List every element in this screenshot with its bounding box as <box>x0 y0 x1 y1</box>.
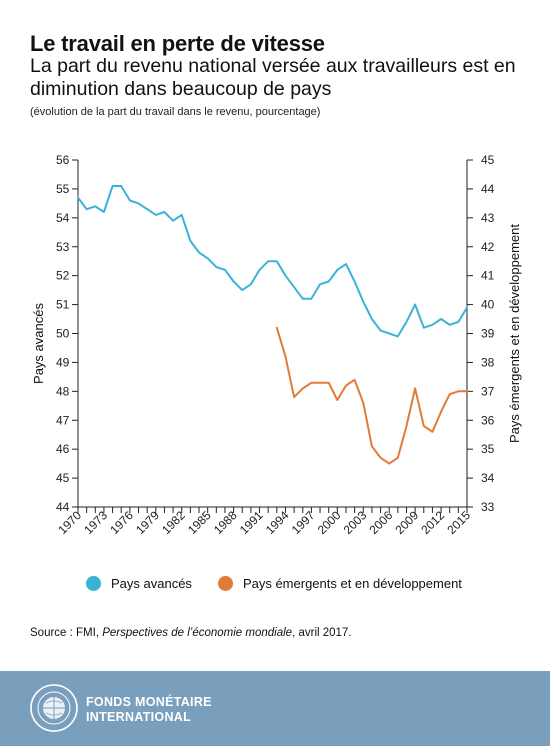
chart-title: Le travail en perte de vitesse <box>30 31 325 56</box>
left-axis-tick-label: 50 <box>56 327 70 341</box>
org-name-line1: FONDS MONÉTAIRE <box>86 695 212 709</box>
line-chart: 44 45 46 47 48 49 50 51 52 53 54 55 56 33 34 35 36 37 38 39… <box>31 153 522 537</box>
x-axis-tick-label: 2006 <box>367 508 396 537</box>
chart-note: (évolution de la part du travail dans le… <box>30 106 321 118</box>
left-axis-tick-label: 54 <box>56 211 70 225</box>
x-axis-tick-label: 1994 <box>263 508 292 537</box>
right-axis-tick-label: 45 <box>481 153 495 167</box>
footer-banner: FONDS MONÉTAIRE INTERNATIONAL <box>0 671 550 746</box>
x-axis-tick-label: 1988 <box>211 508 240 537</box>
right-axis-tick-label: 37 <box>481 384 495 398</box>
series-line-emerging <box>275 326 468 465</box>
legend-item-emerging: Pays émergents et en développement <box>217 576 462 591</box>
org-name-line2: INTERNATIONAL <box>86 710 192 724</box>
right-axis-tick-label: 38 <box>481 355 495 369</box>
chart-legend: Pays avancés Pays émergents et en dévelo… <box>86 576 488 591</box>
x-axis-tick-label: 1979 <box>133 508 162 537</box>
right-axis-tick-label: 33 <box>481 500 495 514</box>
right-axis-tick-label: 44 <box>481 182 495 196</box>
right-axis-tick-label: 35 <box>481 442 495 456</box>
x-axis-tick-label: 2000 <box>315 508 344 537</box>
left-axis-tick-label: 49 <box>56 355 70 369</box>
legend-item-advanced: Pays avancés <box>86 576 192 591</box>
left-axis-tick-label: 55 <box>56 182 70 196</box>
org-name: FONDS MONÉTAIRE INTERNATIONAL <box>86 695 212 725</box>
left-axis-tick-label: 48 <box>56 384 70 398</box>
x-axis-tick-label: 1973 <box>81 508 110 537</box>
right-axis-tick-label: 34 <box>481 471 495 485</box>
x-axis-tick-label: 2012 <box>418 508 447 537</box>
left-axis-tick-label: 51 <box>56 298 70 312</box>
x-axis-tick-label: 2003 <box>341 508 370 537</box>
left-axis-tick-label: 52 <box>56 269 70 283</box>
legend-swatch-advanced <box>86 576 101 591</box>
source-suffix: , avril 2017. <box>292 627 352 639</box>
legend-label-advanced: Pays avancés <box>111 576 192 591</box>
left-axis-tick-label: 46 <box>56 442 70 456</box>
right-axis-tick-label: 36 <box>481 413 495 427</box>
right-axis-tick-label: 43 <box>481 211 495 225</box>
x-axis-tick-label: 2009 <box>392 508 421 537</box>
x-axis-tick-label: 1976 <box>107 508 136 537</box>
right-axis-tick-label: 42 <box>481 240 495 254</box>
source-note: Source : FMI, Perspectives de l’économie… <box>30 627 352 639</box>
x-axis-tick-label: 1991 <box>237 508 266 537</box>
right-axis-tick-label: 40 <box>481 298 495 312</box>
left-axis-tick-label: 47 <box>56 413 70 427</box>
left-axis-tick-label: 56 <box>56 153 70 167</box>
left-axis-tick-label: 44 <box>56 500 70 514</box>
imf-seal-logo <box>30 684 78 732</box>
source-publication: Perspectives de l’économie mondiale <box>102 627 293 639</box>
chart-subtitle: La part du revenu national versée aux tr… <box>30 55 516 100</box>
left-axis-title: Pays avancés <box>31 303 46 384</box>
right-axis-tick-label: 39 <box>481 327 495 341</box>
left-axis-tick-label: 53 <box>56 240 70 254</box>
x-axis-tick-label: 1997 <box>289 508 318 537</box>
left-axis-tick-label: 45 <box>56 471 70 485</box>
source-prefix: Source : FMI, <box>30 627 103 639</box>
right-axis-tick-label: 41 <box>481 269 495 283</box>
series-line-advanced <box>77 185 468 338</box>
x-axis-tick-label: 2015 <box>444 508 473 537</box>
right-axis-title: Pays émergents et en développement <box>507 224 522 443</box>
x-axis-tick-label: 1985 <box>185 508 214 537</box>
legend-swatch-emerging <box>217 576 233 591</box>
legend-label-emerging: Pays émergents et en développement <box>242 576 462 591</box>
x-axis-tick-label: 1982 <box>159 508 188 537</box>
